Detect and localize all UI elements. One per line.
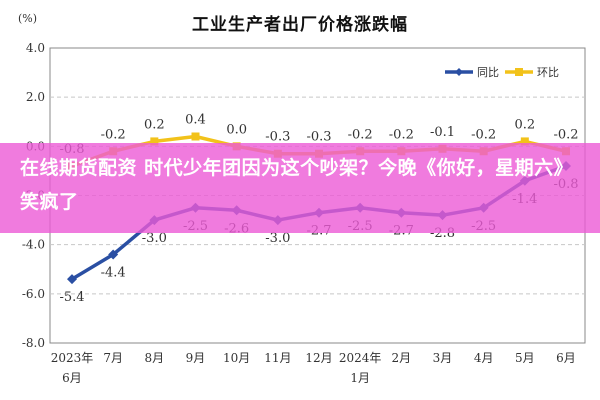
data-label: 0.2: [514, 117, 535, 132]
chart-title: 工业生产者出厂价格涨跌幅: [192, 15, 408, 35]
data-label: -0.2: [553, 127, 578, 142]
x-tick-label: 6月: [556, 351, 576, 365]
data-label: -0.1: [430, 125, 455, 140]
x-tick-label: 12月: [305, 351, 332, 365]
data-label: 0.0: [226, 122, 247, 137]
y-tick-label: 2.0: [26, 90, 45, 104]
legend-label: 环比: [537, 66, 559, 79]
y-tick-label: -8.0: [22, 336, 45, 350]
x-tick-label: 2月: [392, 351, 412, 365]
x-tick-label: 1月: [350, 371, 370, 385]
data-label: -5.4: [59, 290, 84, 305]
y-tick-label: 4.0: [26, 41, 45, 55]
data-label: 0.4: [185, 113, 206, 128]
data-point: [150, 137, 159, 146]
data-label: -3.0: [265, 231, 290, 246]
x-tick-label: 11月: [264, 351, 291, 365]
x-tick-label: 4月: [474, 351, 494, 365]
y-tick-label: -6.0: [22, 287, 45, 301]
data-label: -3.0: [142, 231, 167, 246]
legend-marker: [515, 68, 523, 76]
data-label: -4.4: [101, 266, 126, 281]
data-label: -0.2: [471, 127, 496, 142]
legend-label: 同比: [477, 66, 499, 79]
data-point: [191, 132, 200, 141]
data-point: [108, 249, 119, 260]
y-tick-label: -4.0: [22, 238, 45, 252]
x-tick-label: 10月: [223, 351, 250, 365]
x-tick-label: 9月: [186, 351, 206, 365]
legend-marker: [455, 68, 463, 76]
x-tick-label: 6月: [62, 371, 82, 385]
data-label: -0.2: [101, 127, 126, 142]
x-tick-label: 3月: [433, 351, 453, 365]
data-label: -0.3: [306, 130, 331, 145]
data-label: -0.2: [348, 127, 373, 142]
x-tick-label: 7月: [103, 351, 123, 365]
x-tick-label: 5月: [515, 351, 535, 365]
y-unit-label: (%): [18, 12, 38, 25]
data-point: [67, 274, 77, 285]
headline-banner[interactable]: 在线期货配资 时代少年团因为这个吵架？今晚《你好，星期六》笑疯了: [0, 143, 600, 233]
data-point: [520, 137, 529, 146]
x-tick-label: 2024年: [339, 351, 382, 365]
data-label: 0.2: [144, 117, 165, 132]
data-label: -0.2: [389, 127, 414, 142]
x-tick-label: 2023年: [51, 351, 94, 365]
x-tick-label: 8月: [145, 351, 165, 365]
data-label: -0.3: [265, 130, 290, 145]
headline-text[interactable]: 在线期货配资 时代少年团因为这个吵架？今晚《你好，星期六》笑疯了: [20, 157, 574, 213]
